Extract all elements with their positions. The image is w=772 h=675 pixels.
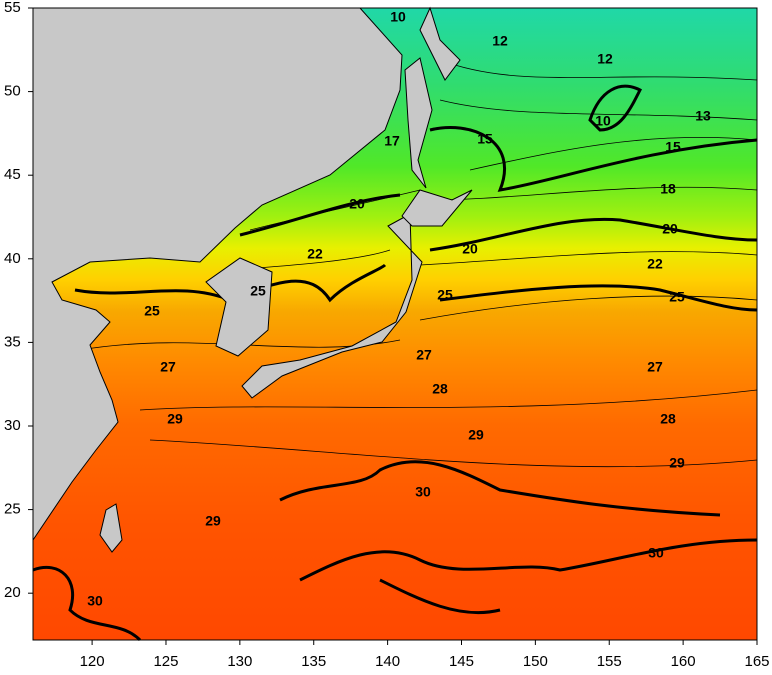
contour-label: 27 [647,359,663,375]
x-tick-label: 155 [597,653,622,670]
contour-label: 25 [437,287,453,303]
contour-label: 22 [307,246,323,262]
x-tick-label: 125 [153,653,178,670]
contour-label: 29 [468,427,484,443]
contour-label: 20 [349,196,365,212]
x-tick-label: 150 [523,653,548,670]
x-tick-label: 165 [744,653,769,670]
x-tick-label: 130 [227,653,252,670]
contour-label: 30 [87,593,103,609]
x-tick-label: 120 [80,653,105,670]
hokkaido [401,189,473,227]
x-tick-label: 135 [301,653,326,670]
contour-label: 13 [695,108,711,124]
sakhalin [404,57,433,189]
y-tick-label: 30 [4,417,21,434]
contour-label: 22 [647,256,663,272]
y-tick-label: 25 [4,501,21,518]
isotherms [32,59,758,642]
x-tick-label: 145 [449,653,474,670]
isotherm-10 [588,84,643,132]
contour-label: 28 [660,411,676,427]
continent [32,7,403,542]
contour-label: 17 [384,133,400,149]
contour-label: 20 [662,221,678,237]
korea [205,257,273,357]
x-tick-label: 160 [671,653,696,670]
y-tick-label: 50 [4,83,21,100]
kamchatka-coast [419,6,461,81]
contour-label: 18 [660,181,676,197]
taiwan [99,503,123,553]
contour-label: 29 [205,513,221,529]
contour-label: 28 [432,381,448,397]
contour-label: 27 [160,359,176,375]
y-tick-label: 20 [4,584,21,601]
plot-frame [32,7,758,641]
contour-label: 29 [669,455,685,471]
x-tick-label: 140 [375,653,400,670]
y-tick-label: 40 [4,250,21,267]
y-tick-label: 45 [4,166,21,183]
contour-label: 30 [415,484,431,500]
plot-area [32,6,758,642]
isotherm-25 [74,263,758,312]
contour-label: 25 [144,303,160,319]
contour-label: 12 [492,33,508,49]
contour-label: 25 [669,289,685,305]
contour-label: 15 [665,139,681,155]
contour-label: 15 [477,131,493,147]
y-tick-label: 35 [4,333,21,350]
contour-label: 10 [390,9,406,25]
contour-label: 30 [648,545,664,561]
y-tick-label: 55 [4,0,21,16]
contour-label: 20 [462,241,478,257]
contour-label: 10 [595,113,611,129]
contour-label: 25 [250,283,266,299]
isotherm-30 [32,460,758,642]
contour-label: 27 [416,347,432,363]
isotherm-20 [239,193,758,252]
contour-label: 29 [167,411,183,427]
contour-label: 12 [597,51,613,67]
land [32,6,473,553]
isotherm-15 [429,126,758,192]
honshu [241,213,423,399]
